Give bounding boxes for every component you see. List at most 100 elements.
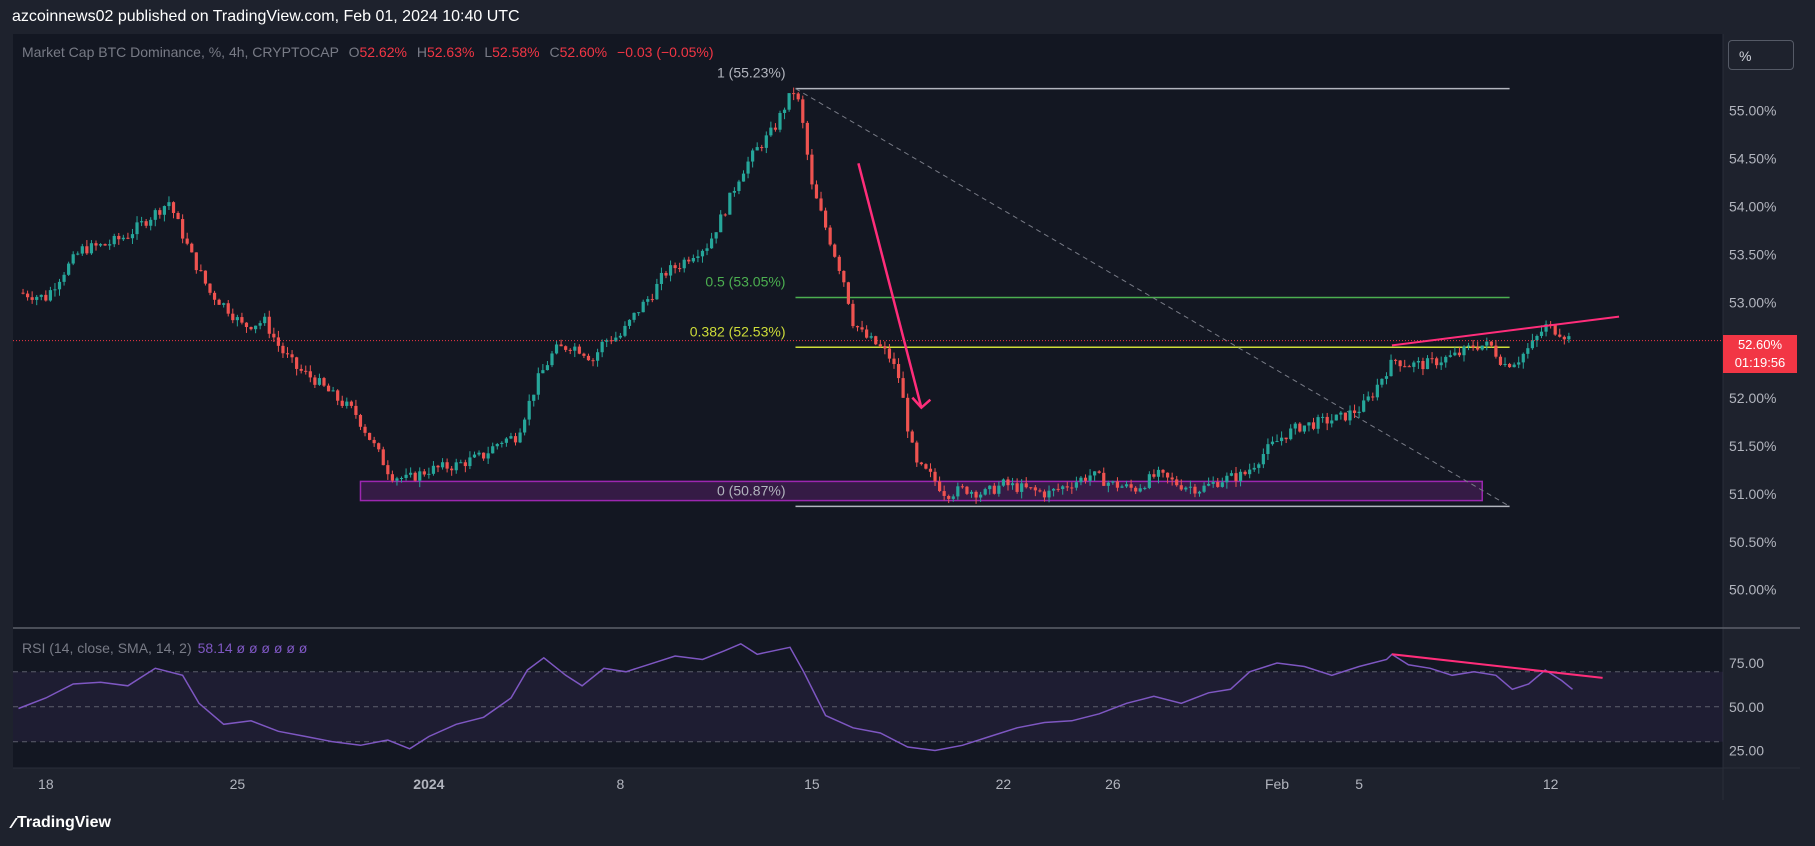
candle-body [860, 327, 864, 330]
candle-body [1293, 423, 1297, 429]
candle-body [1348, 410, 1352, 421]
time-tick-label: Feb [1265, 776, 1289, 792]
candle-body [1216, 482, 1220, 487]
candle-body [263, 316, 267, 324]
candle-body [1448, 355, 1452, 357]
candle-body [1238, 471, 1243, 482]
candle-body [541, 370, 545, 374]
close-value: 52.60% [559, 44, 608, 60]
candle-body [509, 436, 513, 439]
candle-body [1384, 376, 1389, 379]
rsi-title[interactable]: RSI (14, close, SMA, 14, 2) [22, 640, 192, 656]
candle-body [1558, 334, 1562, 337]
candle-body [678, 268, 682, 270]
candle-body [878, 344, 882, 347]
candle-body [208, 283, 212, 293]
candle-body [85, 246, 89, 254]
bar-countdown: 01:19:56 [1734, 355, 1786, 370]
candle-body [1471, 345, 1475, 348]
candle-body [76, 253, 80, 255]
candle-body [153, 210, 157, 220]
candle-body [231, 313, 235, 321]
candle-body [719, 214, 723, 233]
low-value: 52.58% [492, 44, 540, 60]
fibonacci-retracement[interactable]: 1 (55.23%) 0.5 (53.05%) 0.382 (52.53%) 0 (5… [690, 65, 1510, 508]
candle-body [1165, 472, 1170, 478]
candle-body [44, 294, 48, 301]
candle-body [1266, 444, 1270, 455]
candle-body [545, 365, 550, 371]
candle-body [299, 368, 303, 371]
candle-body [272, 333, 276, 338]
candle-body [595, 352, 600, 361]
candle-body [244, 322, 249, 328]
candle-body [158, 210, 162, 215]
rsi-pane [13, 642, 1723, 752]
candle-body [331, 390, 335, 392]
candle-body [381, 449, 385, 466]
support-zone-box [359, 480, 1483, 502]
candle-body [668, 265, 673, 276]
candle-body [1462, 346, 1466, 356]
close-label: C [549, 44, 560, 60]
time-axis[interactable]: 18 25 2024 8 15 22 26 Feb 5 12 [38, 776, 1559, 792]
rsi-legend[interactable]: RSI (14, close, SMA, 14, 2) 58.14 ø ø ø ø… [22, 640, 307, 656]
candle-body [550, 353, 554, 366]
candle-body [951, 496, 955, 499]
candle-body [149, 219, 153, 226]
candle-body [1179, 485, 1183, 490]
tradingview-brand[interactable]: ⁄⁄ TradingView [12, 814, 111, 832]
candle-body [39, 294, 43, 297]
candle-body [746, 161, 750, 174]
symbol-legend[interactable]: Market Cap BTC Dominance, %, 4h, CRYPTOC… [22, 44, 714, 60]
last-price-badge: 52.60% 01:19:56 [1723, 335, 1797, 373]
candle-body [782, 109, 787, 113]
candle-body [135, 222, 139, 235]
candle-body [915, 442, 919, 463]
candle-body [1111, 481, 1115, 483]
candle-body [709, 238, 714, 249]
candle-body [609, 340, 613, 342]
candle-body [1389, 359, 1393, 377]
candle-body [181, 219, 185, 239]
candle-body [495, 444, 499, 447]
candle-body [1033, 487, 1037, 491]
change-value: −0.03 (−0.05%) [617, 44, 714, 60]
candle-body [564, 346, 568, 350]
price-tick-label: 50.00% [1729, 582, 1776, 598]
candle-body [463, 462, 467, 467]
candle-body [190, 243, 194, 253]
candle-body [865, 329, 869, 338]
candle-body [108, 244, 112, 246]
candle-body [486, 453, 490, 459]
plot-area[interactable] [13, 34, 1723, 768]
candle-body [1503, 363, 1507, 365]
candle-body [185, 238, 189, 244]
candle-body [472, 454, 477, 458]
candle-body [1416, 360, 1420, 363]
unit-toggle-button[interactable]: % [1728, 40, 1794, 70]
candle-body [25, 293, 30, 298]
price-axis[interactable]: 55.50%55.00%54.50%54.00%53.50%53.00%52.5… [1729, 55, 1776, 598]
candle-body [513, 436, 518, 443]
candle-body [1220, 482, 1224, 487]
candle-body [1042, 491, 1047, 498]
candle-body [664, 272, 668, 276]
annotations[interactable] [13, 163, 1723, 679]
candle-body [760, 147, 764, 149]
high-value: 52.63% [426, 44, 475, 60]
candle-body [673, 265, 677, 269]
candle-body [1494, 345, 1498, 357]
symbol-title[interactable]: Market Cap BTC Dominance, %, 4h, CRYPTOC… [22, 44, 339, 60]
candle-body [1362, 400, 1366, 412]
candle-body [326, 385, 331, 392]
candle-body [823, 210, 828, 228]
candle-body [67, 263, 71, 275]
rsi-axis[interactable]: 75.00 50.00 25.00 [1729, 655, 1764, 759]
candle-body [751, 150, 755, 162]
down-arrow-shaft [857, 163, 923, 408]
candle-body [1120, 486, 1124, 488]
down-arrow-head [911, 396, 932, 410]
candle-body [1134, 487, 1138, 492]
